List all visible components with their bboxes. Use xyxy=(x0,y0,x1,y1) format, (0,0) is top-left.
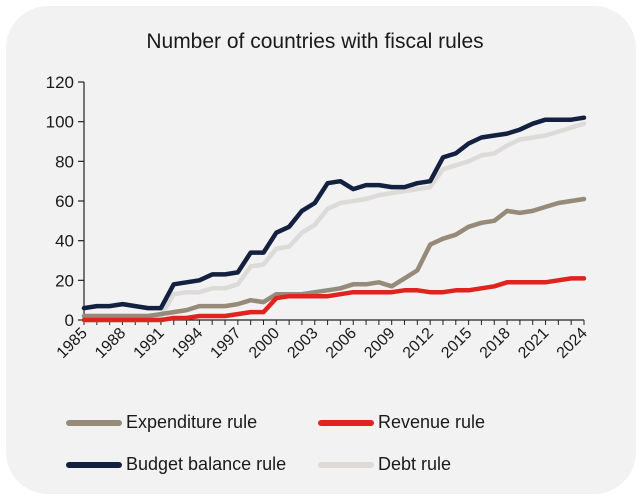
y-tick-label: 80 xyxy=(55,152,74,171)
x-tick-label: 1991 xyxy=(131,325,168,362)
legend-item-debt-rule: Debt rule xyxy=(318,454,451,475)
y-tick-label: 20 xyxy=(55,271,74,290)
x-tick-label: 2015 xyxy=(438,325,475,362)
series-line-revenue-rule xyxy=(81,276,587,323)
chart-card xyxy=(6,6,636,494)
legend-item-budget-balance-rule: Budget balance rule xyxy=(66,454,286,475)
x-tick-label: 2024 xyxy=(554,325,591,362)
x-tick-label: 1994 xyxy=(169,325,206,362)
legend-swatch-debt-rule xyxy=(318,461,374,468)
x-tick-label: 2006 xyxy=(323,325,360,362)
legend-label-budget-balance-rule: Budget balance rule xyxy=(126,454,287,474)
series-line-debt-rule xyxy=(81,121,587,323)
y-tick-label: 100 xyxy=(46,113,74,132)
legend-swatch-revenue-rule xyxy=(318,419,374,426)
x-tick-label: 2009 xyxy=(361,325,398,362)
x-tick-label: 1997 xyxy=(207,325,244,362)
legend-swatch-expenditure-rule xyxy=(66,419,122,426)
x-tick-label: 2021 xyxy=(515,325,552,362)
legend-label-expenditure-rule: Expenditure rule xyxy=(126,412,258,432)
x-tick-label: 2003 xyxy=(284,325,321,362)
series-lines xyxy=(81,115,587,323)
x-tick-label: 2000 xyxy=(246,325,283,362)
series-line-budget-balance-rule xyxy=(81,115,587,311)
chart-title: Number of countries with fiscal rules xyxy=(146,30,484,53)
legend-item-revenue-rule: Revenue rule xyxy=(318,412,485,433)
x-tick-label: 2018 xyxy=(477,325,514,362)
y-tick-label: 60 xyxy=(55,192,74,211)
legend-label-debt-rule: Debt rule xyxy=(378,454,452,474)
x-tick-label: 1985 xyxy=(54,325,91,362)
y-tick-label: 120 xyxy=(46,73,74,92)
y-tick-label: 40 xyxy=(55,232,74,251)
y-tick-label: 0 xyxy=(65,311,74,330)
x-tick-label: 2012 xyxy=(400,325,437,362)
legend-label-revenue-rule: Revenue rule xyxy=(378,412,486,432)
legend-item-expenditure-rule: Expenditure rule xyxy=(66,412,257,433)
legend-swatch-budget-balance-rule xyxy=(66,461,122,468)
x-tick-label: 1988 xyxy=(92,325,129,362)
series-line-expenditure-rule xyxy=(81,196,587,319)
